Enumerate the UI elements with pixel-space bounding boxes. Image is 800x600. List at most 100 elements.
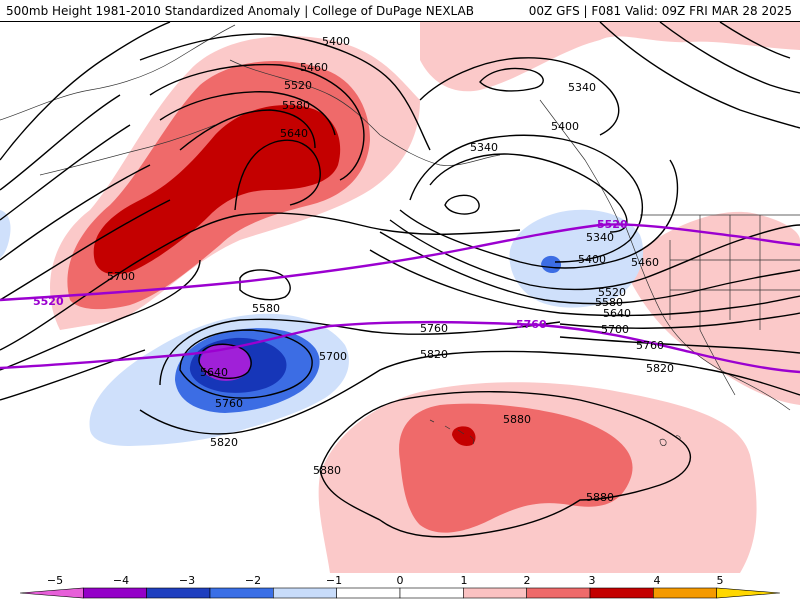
climo-label-5760: 5760	[516, 318, 547, 331]
colorbar-panel: −5 −4 −3 −2 −1 0 1 2 3 4 5	[0, 573, 800, 600]
contour-5400-ne	[419, 57, 620, 136]
coastline-bc	[539, 99, 621, 226]
contour-label-5400-nw: 5400	[322, 35, 350, 48]
anomaly-pos3-nw	[93, 105, 341, 275]
contour-5400-nw-arc	[0, 22, 171, 161]
contour-label-5880-hi1: 5880	[503, 413, 531, 426]
contour-label-5640-e: 5640	[603, 307, 631, 320]
contour-label-5580-e: 5580	[595, 296, 623, 309]
contour-5460-north	[149, 63, 365, 181]
contour-label-5340-ne: 5340	[568, 81, 596, 94]
negative-anomaly-shading	[0, 209, 644, 446]
contour-5460-nw-arc	[0, 94, 121, 191]
contour-labels: 5400 5460 5520 5580 5640 5700 5580 5640 …	[107, 35, 674, 504]
colorbar-cell	[463, 587, 527, 599]
colorbar-tick-label: 4	[654, 574, 661, 587]
contour-label-5340-e: 5340	[470, 141, 498, 154]
contour-label-5820-sw: 5820	[210, 436, 238, 449]
contour-label-5760-c: 5760	[420, 322, 448, 335]
colorbar-cell	[19, 587, 84, 599]
contour-label-5580-c: 5580	[252, 302, 280, 315]
anomaly-neg2-e	[541, 255, 562, 274]
colorbar-tick-label: 0	[397, 574, 404, 587]
height-contours	[0, 22, 800, 538]
climo-label-5520-west: 5520	[33, 295, 64, 308]
contour-5820-west	[0, 349, 146, 401]
contour-label-5700-w: 5700	[107, 270, 135, 283]
contour-5700-e	[559, 312, 800, 329]
contour-label-5580-nw: 5580	[282, 99, 310, 112]
coastline-alaska	[229, 59, 501, 166]
contour-label-5880-hi2: 5880	[586, 491, 614, 504]
contour-label-5520-nw: 5520	[284, 79, 312, 92]
colorbar-tick-label: −3	[179, 574, 195, 587]
contour-5640-north	[234, 139, 321, 211]
height-anomaly-map: 5400 5460 5520 5580 5640 5700 5580 5640 …	[0, 22, 800, 573]
contour-5580-center	[239, 269, 291, 301]
contour-5760-west	[0, 259, 201, 371]
climatology-lines	[0, 223, 800, 374]
model-run-info: 00Z GFS | F081 Valid: 09Z FRI MAR 28 202…	[528, 4, 792, 18]
contour-label-5520-e: 5520	[598, 286, 626, 299]
contour-low-5760	[159, 318, 561, 386]
anomaly-colorbar: −5 −4 −3 −2 −1 0 1 2 3 4 5	[19, 574, 781, 599]
contour-5400-e	[409, 134, 644, 263]
colorbar-tick-label: 3	[589, 574, 596, 587]
colorbar-cell	[83, 587, 147, 599]
contour-label-5700-low: 5700	[319, 350, 347, 363]
coastline-baja	[699, 329, 736, 396]
contour-label-5760-low: 5760	[215, 397, 243, 410]
contour-5760-e	[559, 336, 800, 354]
contour-label-5640-low: 5640	[200, 366, 228, 379]
climatology-labels: 5520 5520 5760	[33, 218, 628, 331]
contour-5340-e	[429, 153, 628, 233]
colorbar-tick-label: 2	[524, 574, 531, 587]
contour-label-5340-e2: 5340	[586, 231, 614, 244]
contour-label-5880-sw: 5880	[313, 464, 341, 477]
contour-label-5640-nw: 5640	[280, 127, 308, 140]
contour-ne-arc-2	[659, 22, 800, 94]
contour-label-5400-ne: 5400	[551, 120, 579, 133]
contour-low-5700	[179, 329, 313, 399]
contour-5580-nw-arc	[0, 164, 151, 261]
colorbar-tick-label: 1	[461, 574, 468, 587]
climo-5760-line	[0, 320, 800, 374]
colorbar-tick-label: −1	[326, 574, 342, 587]
coastline-siberia	[0, 24, 236, 121]
contour-5640-nw-arc	[0, 199, 171, 301]
colorbar-cell	[209, 587, 274, 599]
colorbar-cells	[19, 587, 781, 599]
anomaly-pos3-sw	[452, 426, 476, 446]
colorbar-ticks: −5 −4 −3 −2 −1 0 1 2 3 4 5	[47, 574, 724, 587]
contour-label-5700-e: 5700	[601, 323, 629, 336]
contour-5640-e	[369, 249, 800, 317]
colorbar-cell	[589, 587, 654, 599]
border-states-1	[669, 215, 800, 330]
coastline-islands-e	[659, 435, 681, 446]
contour-5400-north	[139, 33, 431, 151]
anomaly-pos1-ne	[420, 22, 800, 92]
contour-ne-arc-3	[719, 22, 791, 59]
contour-label-5460-e: 5460	[631, 256, 659, 269]
contour-5880-south	[319, 391, 692, 538]
colorbar-tick-label: −2	[245, 574, 261, 587]
colorbar-cell	[526, 587, 591, 599]
contour-low-5640	[198, 343, 252, 379]
contour-5460-e	[399, 159, 679, 269]
map-panel: 5400 5460 5520 5580 5640 5700 5580 5640 …	[0, 22, 800, 573]
map-title: 500mb Height 1981-2010 Standardized Anom…	[6, 4, 474, 18]
colorbar-cell	[653, 587, 717, 599]
map-header: 500mb Height 1981-2010 Standardized Anom…	[0, 0, 800, 22]
climo-5520-line	[0, 223, 800, 302]
colorbar-tick-label: −4	[113, 574, 129, 587]
contour-label-5460-nw: 5460	[300, 61, 328, 74]
contour-5340-ne	[479, 67, 544, 92]
coastline-hawaii	[429, 419, 475, 445]
colorbar-cell	[336, 587, 401, 599]
contour-label-5820-e: 5820	[646, 362, 674, 375]
contour-5520-north	[159, 91, 336, 136]
colorbar-cell	[146, 587, 211, 599]
contour-5580-e	[379, 231, 800, 305]
colorbar-cell	[273, 587, 337, 599]
contour-label-5760-e: 5760	[636, 339, 664, 352]
